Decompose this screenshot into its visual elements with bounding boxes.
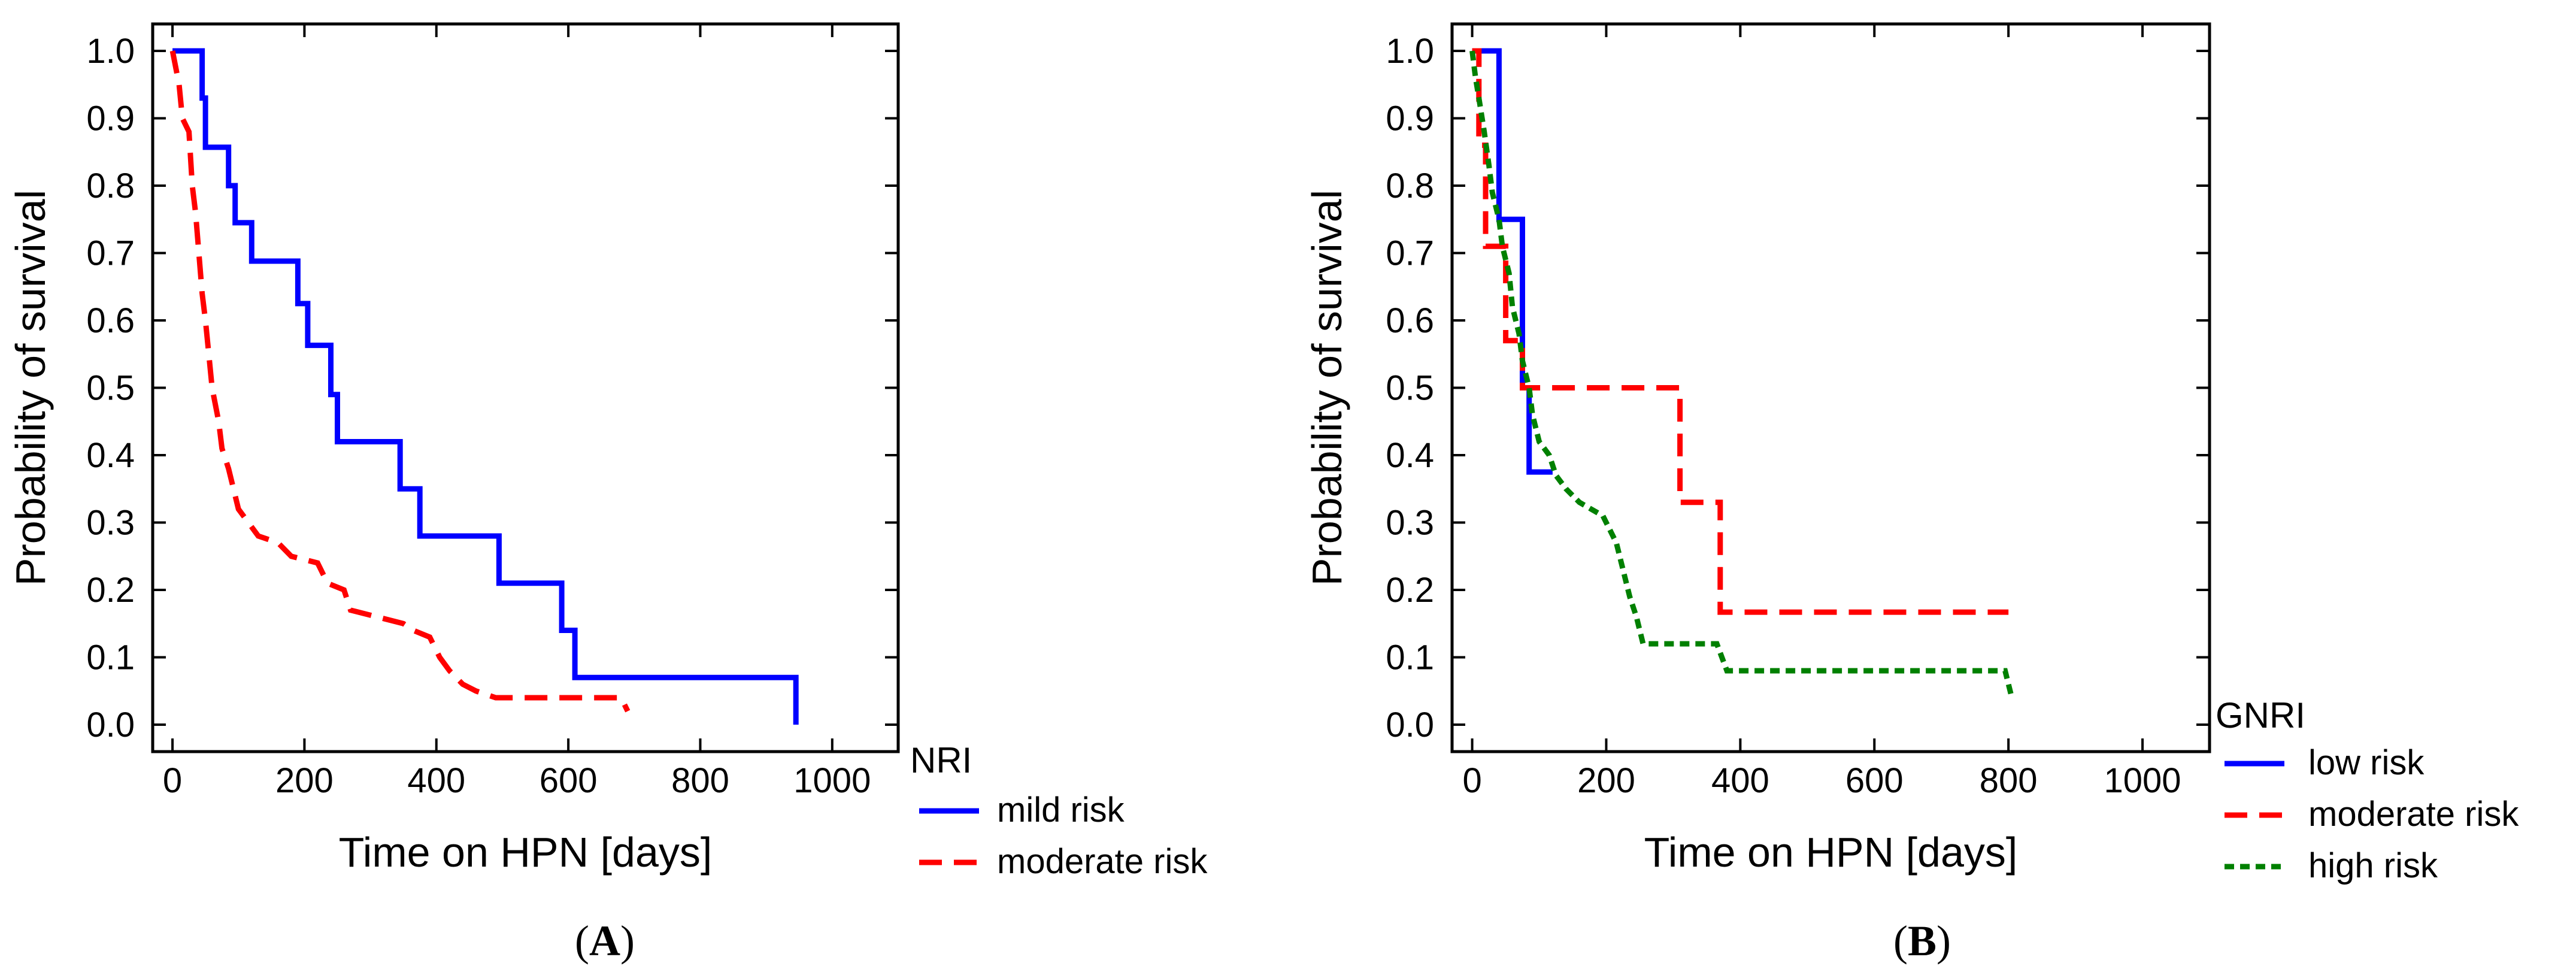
panel-a-chart: 0.0 0.1 0.2 0.3 0.4 0.5 0.6 0.7 0.8 0.9 1.0 0 200 400… (7, 22, 1208, 965)
legend-entry-label: mild risk (997, 791, 1125, 829)
series-line-low-risk (1472, 48, 1553, 475)
panel-label-letter: B (1908, 917, 1936, 965)
series-line-high-risk (1469, 50, 2015, 699)
series-line-moderate-risk (169, 50, 631, 713)
x-axis-label: Time on HPN [days] (339, 829, 713, 876)
y-tick-label: 0.5 (1386, 369, 1434, 408)
y-tick-label: 1.0 (1386, 32, 1434, 71)
x-tick-label: 0 (1462, 761, 1481, 800)
y-tick-label: 0.7 (86, 234, 135, 273)
x-tick-label: 1000 (793, 761, 871, 800)
panel-label: (A) (575, 917, 635, 965)
y-tick-label: 0.2 (1386, 571, 1434, 610)
y-tick-label: 0.9 (86, 99, 135, 138)
y-tick-label: 0.3 (1386, 504, 1434, 543)
panel-label-open: ( (1893, 917, 1908, 965)
x-tick-label: 1000 (2104, 761, 2181, 800)
x-tick-label: 400 (407, 761, 465, 800)
y-tick-label: 0.1 (1386, 638, 1434, 677)
series-line-mild-risk (172, 48, 799, 725)
plot-frame (151, 22, 900, 753)
x-tick-label: 200 (275, 761, 334, 800)
x-tick-label: 600 (540, 761, 598, 800)
y-tick-label: 0.5 (86, 369, 135, 408)
panel-label-close: ) (620, 917, 635, 965)
y-tick-label: 0.7 (1386, 234, 1434, 273)
legend-entry-label: moderate risk (997, 842, 1208, 881)
series-line-moderate-risk (1472, 48, 2009, 615)
legend-entry-label: high risk (2308, 846, 2438, 885)
panel-label-letter: A (589, 917, 620, 965)
panel-label-open: ( (575, 917, 589, 965)
y-tick-label: 0.1 (86, 638, 135, 677)
y-tick-label: 0.0 (86, 706, 135, 744)
x-tick-label: 800 (1980, 761, 2038, 800)
y-tick-label: 0.8 (86, 166, 135, 205)
x-tick-label: 200 (1577, 761, 1635, 800)
legend-title: NRI (910, 740, 972, 780)
y-tick-label: 0.3 (86, 504, 135, 543)
legend-entry-label: low risk (2308, 743, 2425, 782)
x-tick-label: 600 (1845, 761, 1904, 800)
legend-entry-label: moderate risk (2308, 795, 2519, 834)
y-tick-label: 1.0 (86, 32, 135, 71)
y-tick-label: 0.9 (1386, 99, 1434, 138)
panel-label: (B) (1893, 917, 1951, 965)
y-tick-label: 0.0 (1386, 706, 1434, 744)
y-tick-label: 0.4 (86, 436, 135, 475)
panel-b-chart: 0.0 0.1 0.2 0.3 0.4 0.5 0.6 0.7 0.8 0.9 1.0 0 200 400… (1304, 22, 2519, 965)
legend-title: GNRI (2216, 695, 2305, 735)
panel-label-close: ) (1936, 917, 1951, 965)
y-tick-label: 0.4 (1386, 436, 1434, 475)
y-tick-label: 0.6 (86, 301, 135, 340)
x-tick-label: 400 (1711, 761, 1769, 800)
y-tick-label: 0.8 (1386, 166, 1434, 205)
y-axis-label: Probability of survival (7, 190, 54, 586)
x-tick-label: 800 (671, 761, 729, 800)
x-tick-label: 0 (163, 761, 182, 800)
y-tick-label: 0.6 (1386, 301, 1434, 340)
x-axis-label: Time on HPN [days] (1644, 829, 2018, 876)
y-tick-label: 0.2 (86, 571, 135, 610)
y-axis-label: Probability of survival (1304, 190, 1350, 586)
